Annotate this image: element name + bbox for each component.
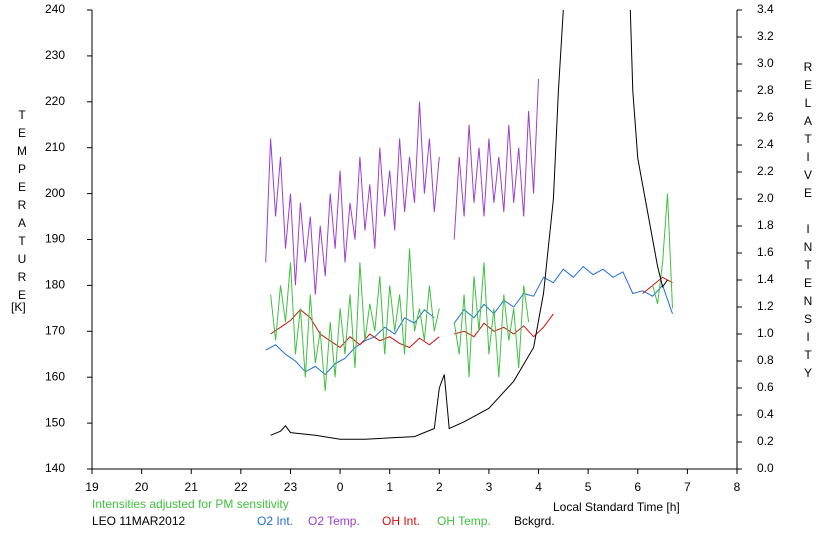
x-tick-label: 2: [436, 480, 443, 494]
station: LEO 11MAR2012: [92, 514, 185, 528]
x-tick-label: 19: [85, 480, 99, 494]
y-tick-label: 230: [45, 48, 65, 62]
legend-entry: OH Int.: [382, 514, 420, 528]
y-tick-label: 190: [45, 232, 65, 246]
y2-tick-label: 1.8: [757, 218, 774, 232]
y-tick-label: 210: [45, 140, 65, 154]
y2-tick-label: 2.8: [757, 83, 774, 97]
x-tick-label: 5: [585, 480, 592, 494]
y2-tick-label: 2.4: [757, 137, 774, 151]
series-line: [265, 78, 539, 295]
y-tick-label: 180: [45, 278, 65, 292]
y2-tick-label: 1.4: [757, 272, 774, 286]
y2-tick-label: 3.0: [757, 56, 774, 70]
series-line: [270, 193, 673, 392]
y-axis-title: TEMPERATURE: [15, 108, 29, 306]
y2-axis-title: RELATIVE INTENSITY: [801, 60, 815, 384]
x-tick-label: 23: [284, 480, 298, 494]
y2-tick-label: 3.2: [757, 29, 774, 43]
y-tick-label: 220: [45, 94, 65, 108]
y-tick-label: 170: [45, 323, 65, 337]
y-tick-label: 140: [45, 461, 65, 475]
y2-tick-label: 2.6: [757, 110, 774, 124]
x-tick-label: 6: [634, 480, 641, 494]
x-tick-label: 7: [684, 480, 691, 494]
y2-tick-label: 2.2: [757, 164, 774, 178]
legend-entry: O2 Int.: [257, 514, 293, 528]
x-tick-label: 0: [337, 480, 344, 494]
x-tick-label: 3: [486, 480, 493, 494]
x-tick-label: 1: [386, 480, 393, 494]
y-tick-label: 200: [45, 186, 65, 200]
y2-tick-label: 0.4: [757, 407, 774, 421]
legend-entry: OH Temp.: [437, 514, 491, 528]
legend-entry: Bckgrd.: [514, 514, 555, 528]
y-axis-unit: [K]: [11, 300, 26, 314]
y2-tick-label: 3.4: [757, 2, 774, 16]
y2-tick-label: 0.6: [757, 380, 774, 394]
y2-tick-label: 1.0: [757, 326, 774, 340]
y-tick-label: 240: [45, 2, 65, 16]
x-tick-label: 8: [734, 480, 741, 494]
series-line: [270, 10, 668, 440]
x-tick-label: 4: [535, 480, 542, 494]
y2-tick-label: 1.6: [757, 245, 774, 259]
y-tick-label: 160: [45, 369, 65, 383]
y2-tick-label: 1.2: [757, 299, 774, 313]
series-line: [265, 265, 673, 376]
y-tick-label: 150: [45, 415, 65, 429]
y2-tick-label: 0.8: [757, 353, 774, 367]
y2-tick-label: 2.0: [757, 191, 774, 205]
note: Intensities adjusted for PM sensitivity: [92, 497, 289, 511]
y2-tick-label: 0.2: [757, 434, 774, 448]
legend-entry: O2 Temp.: [308, 514, 360, 528]
x-tick-label: 21: [185, 480, 199, 494]
x-tick-label: 20: [135, 480, 149, 494]
y2-tick-label: 0.0: [757, 461, 774, 475]
plot-area: [265, 10, 673, 440]
x-tick-label: 22: [234, 480, 248, 494]
x-axis-title: Local Standard Time [h]: [553, 500, 680, 514]
